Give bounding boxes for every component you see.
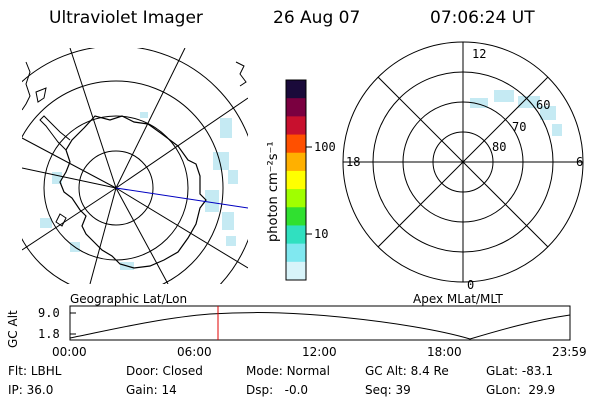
door-status: Door: Closed [126,364,203,378]
glon-status: GLon: 29.9 [486,383,556,397]
altitude-axis-label: GC Alt [6,310,20,348]
antarctica-coastline [59,115,207,269]
geographic-map [22,48,248,284]
time-tick-4: 23:59 [552,345,587,359]
aurora-emission-right [470,90,562,136]
mlat-label-60: 60 [536,98,551,112]
colorbar-band [286,225,306,245]
time-label: 07:06:24 UT [430,8,535,28]
colorbar-band [286,134,306,154]
intensity-colorbar [285,79,312,281]
mode-status: Mode: Normal [246,364,330,378]
gain-status: Gain: 14 [126,383,177,397]
ip-status: IP: 36.0 [8,383,54,397]
colorbar-band [286,170,306,190]
time-tick-0: 00:00 [52,345,87,359]
time-tick-1: 06:00 [177,345,212,359]
date-label: 26 Aug 07 [273,8,361,28]
magnetic-polar-plot [342,41,584,283]
time-tick-2: 12:00 [302,345,337,359]
colorbar-band [286,116,306,136]
latitude-circles [22,48,248,284]
colorbar-band [286,152,306,172]
altitude-tick-high: 9.0 [38,306,60,320]
noon-meridian-line [115,187,248,209]
colorbar-band [286,98,306,117]
glat-status: GLat: -83.1 [486,364,553,378]
instrument-title: Ultraviolet Imager [49,8,203,28]
mlt-label-dusk: 18 [346,155,361,169]
sequence-status: Seq: 39 [365,383,411,397]
colorbar-band [286,80,306,99]
altitude-curve [69,312,571,340]
colorbar-tick-10: 10 [314,227,329,241]
meridians [22,48,248,284]
mlt-label-midnight: 0 [467,278,475,292]
mlat-label-80: 80 [492,140,507,154]
colorbar-tick-100: 100 [314,140,336,154]
time-tick-3: 18:00 [427,345,462,359]
mlt-label-dawn: 6 [576,155,584,169]
gc-altitude-status: GC Alt: 8.4 Re [365,364,449,378]
colorbar-band [286,261,306,281]
altitude-plot [69,305,571,341]
left-map-caption: Geographic Lat/Lon [70,292,188,306]
mlt-label-noon: 12 [472,47,487,61]
colorbar-band [286,243,306,263]
altitude-tick-low: 1.8 [38,327,60,341]
mlt-gridlines [343,42,583,282]
dsp-status: Dsp: -0.0 [246,383,309,397]
filter-status: Flt: LBHL [8,364,62,378]
colorbar-unit-label: photon cm⁻²s⁻¹ [266,141,281,242]
peninsula-coastline [39,115,71,151]
colorbar-band [286,207,306,226]
colorbar-band [286,189,306,208]
right-map-caption: Apex MLat/MLT [413,292,503,306]
mlat-label-70: 70 [512,120,527,134]
